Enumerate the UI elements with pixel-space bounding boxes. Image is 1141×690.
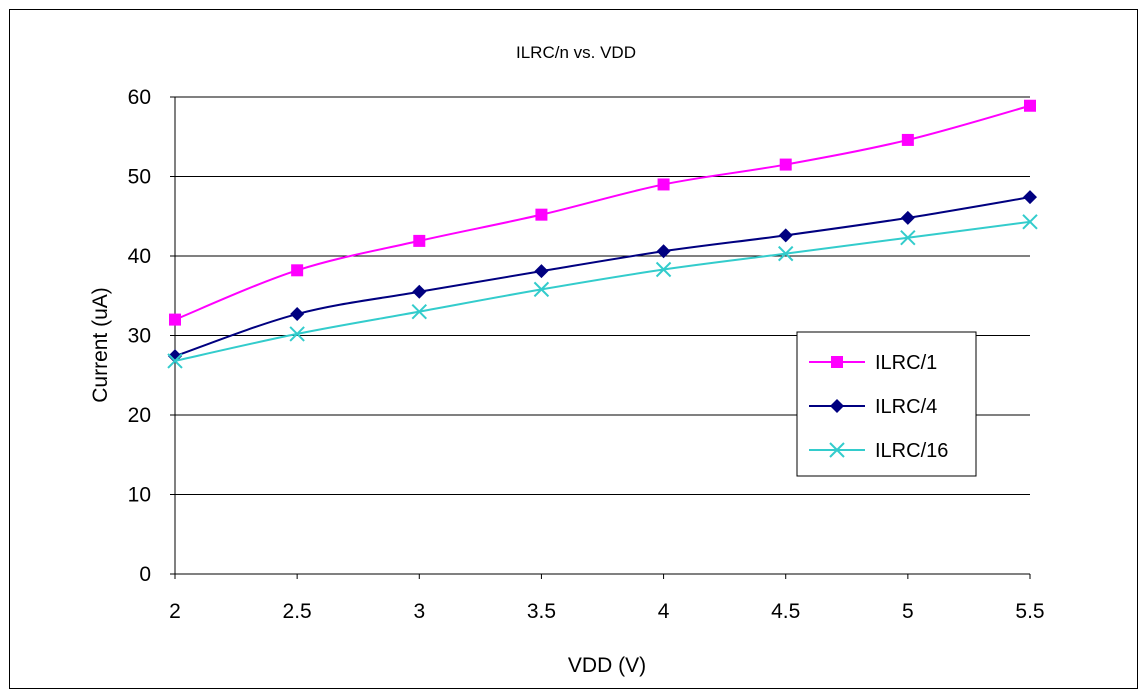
data-point (657, 178, 670, 191)
x-tick-label: 2.5 (283, 600, 312, 623)
grid-lines (175, 96, 1030, 495)
data-point (412, 284, 427, 299)
x-tick-label: 4 (658, 600, 670, 623)
data-point (900, 210, 915, 225)
series-line-3 (174, 220, 1031, 362)
legend-box (796, 331, 977, 477)
x-tick-label: 2 (169, 600, 181, 623)
data-point (291, 264, 304, 277)
y-tick-label: 30 (128, 325, 151, 348)
data-point (534, 264, 549, 279)
legend-marker (831, 356, 843, 368)
series-line-2 (174, 196, 1031, 358)
x-tick-label: 4.5 (771, 600, 800, 623)
data-point (901, 133, 914, 146)
legend-label: ILRC/16 (875, 440, 948, 462)
legend-marker (830, 399, 844, 413)
data-point (411, 303, 427, 320)
series-lines (167, 99, 1038, 369)
y-tick-label: 0 (139, 563, 151, 586)
chart-frame: ILRC/n vs. VDD 0 10 20 30 40 50 60 2 2.5 3 3.5 4 4.5… (9, 9, 1138, 689)
y-tick-label: 40 (128, 245, 151, 268)
data-point (413, 234, 426, 247)
x-tick-label: 3.5 (527, 600, 556, 623)
x-axis-label: VDD (V) (568, 654, 646, 677)
data-point (778, 245, 794, 262)
data-point (779, 158, 792, 171)
y-axis-label: Current (uA) (89, 287, 112, 403)
legend-label: ILRC/1 (875, 352, 937, 374)
y-tick-label: 50 (128, 166, 151, 189)
chart-title: ILRC/n vs. VDD (516, 43, 636, 62)
data-point (535, 208, 548, 221)
data-point (167, 353, 183, 369)
data-point (289, 326, 305, 342)
data-point (533, 281, 550, 298)
data-point (1022, 214, 1038, 230)
x-tick-label: 5.5 (1015, 600, 1044, 623)
data-point (1024, 99, 1036, 112)
series-line-1 (174, 104, 1031, 321)
y-tick-label: 10 (128, 484, 151, 507)
data-point (900, 230, 916, 246)
data-point (290, 307, 305, 322)
x-tick-label: 5 (902, 600, 914, 623)
legend: ILRC/1 ILRC/4 ILRC/16 (796, 331, 977, 477)
legend-marker (829, 442, 845, 458)
legend-label: ILRC/4 (875, 396, 937, 418)
axes: 0 10 20 30 40 50 60 2 2.5 3 3.5 4 4.5 5 5.5 (128, 86, 1045, 623)
y-tick-label: 60 (128, 86, 151, 109)
data-point (655, 261, 672, 278)
data-point (169, 313, 181, 326)
x-tick-label: 3 (413, 600, 425, 623)
data-point (1023, 190, 1037, 205)
line-chart: ILRC/n vs. VDD 0 10 20 30 40 50 60 2 2.5 3 3.5 4 4.5… (89, 43, 1045, 677)
data-point (778, 228, 793, 243)
y-tick-label: 20 (128, 404, 151, 427)
data-point (656, 244, 671, 259)
